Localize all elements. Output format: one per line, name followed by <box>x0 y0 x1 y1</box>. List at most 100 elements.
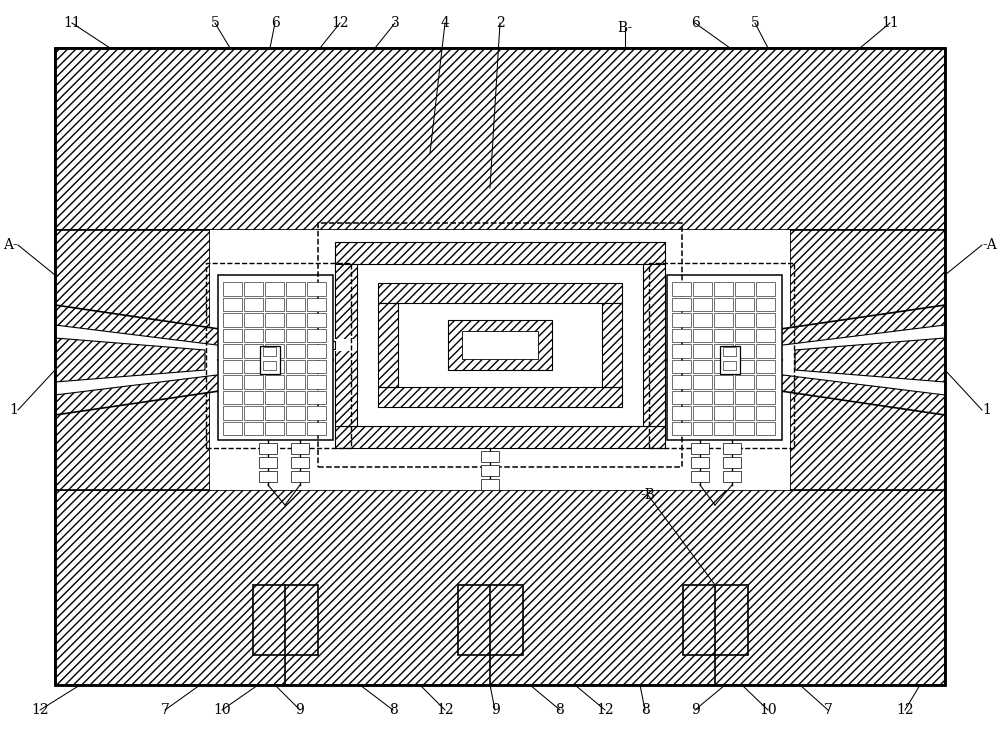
Bar <box>693 298 712 311</box>
Bar <box>291 471 309 482</box>
Bar <box>672 359 691 373</box>
Polygon shape <box>750 325 945 395</box>
Bar <box>693 344 712 358</box>
Text: 4: 4 <box>441 16 449 30</box>
Text: 7: 7 <box>161 703 169 717</box>
Polygon shape <box>378 303 398 387</box>
Polygon shape <box>602 303 622 387</box>
Bar <box>756 344 775 358</box>
Bar <box>672 328 691 342</box>
Bar <box>259 471 277 482</box>
Polygon shape <box>378 387 622 407</box>
Polygon shape <box>795 338 945 382</box>
Bar <box>286 328 305 342</box>
Bar <box>649 263 794 448</box>
Bar <box>672 313 691 326</box>
Bar <box>735 391 754 404</box>
Bar <box>55 48 945 685</box>
Bar <box>307 282 326 295</box>
Bar <box>286 406 305 419</box>
Bar <box>244 375 263 388</box>
Bar <box>693 421 712 435</box>
Polygon shape <box>335 426 665 448</box>
Bar <box>286 344 305 358</box>
Polygon shape <box>378 283 622 303</box>
Bar <box>756 298 775 311</box>
Bar <box>244 282 263 295</box>
Bar <box>672 344 691 358</box>
Text: 12: 12 <box>31 703 49 717</box>
Bar <box>714 313 733 326</box>
Text: 8: 8 <box>389 703 397 717</box>
Bar <box>672 391 691 404</box>
Bar <box>223 282 242 295</box>
Polygon shape <box>55 325 250 395</box>
Bar <box>458 585 523 655</box>
Polygon shape <box>335 242 665 264</box>
Bar <box>672 421 691 435</box>
Bar <box>244 391 263 404</box>
Bar <box>259 457 277 468</box>
Text: 9: 9 <box>491 703 499 717</box>
Bar <box>244 328 263 342</box>
Text: -B: -B <box>641 488 655 502</box>
Bar <box>714 391 733 404</box>
Bar <box>714 421 733 435</box>
Bar <box>223 313 242 326</box>
Bar <box>693 282 712 295</box>
Bar <box>723 443 741 454</box>
Text: 9: 9 <box>691 703 699 717</box>
Bar <box>223 344 242 358</box>
Bar <box>286 359 305 373</box>
Bar <box>723 361 736 370</box>
Bar <box>335 339 357 351</box>
Bar <box>307 391 326 404</box>
Bar <box>206 263 351 448</box>
Bar <box>756 391 775 404</box>
Bar <box>756 375 775 388</box>
Bar <box>714 359 733 373</box>
Bar <box>244 359 263 373</box>
Bar <box>244 344 263 358</box>
Bar <box>286 313 305 326</box>
Bar <box>691 471 709 482</box>
Bar <box>735 313 754 326</box>
Bar <box>462 331 538 359</box>
Text: 7: 7 <box>824 703 832 717</box>
Bar <box>672 406 691 419</box>
Bar <box>223 375 242 388</box>
Bar <box>244 313 263 326</box>
Bar <box>244 421 263 435</box>
Bar <box>265 421 284 435</box>
Bar <box>265 359 284 373</box>
Bar <box>672 375 691 388</box>
Bar <box>756 313 775 326</box>
Bar <box>265 391 284 404</box>
Bar <box>265 298 284 311</box>
Text: 3: 3 <box>391 16 399 30</box>
Bar <box>307 328 326 342</box>
Text: 5: 5 <box>211 16 219 30</box>
Bar <box>318 223 682 467</box>
Bar <box>307 421 326 435</box>
Bar <box>263 361 276 370</box>
Bar <box>307 298 326 311</box>
Bar <box>286 421 305 435</box>
Text: 9: 9 <box>296 703 304 717</box>
Bar <box>307 406 326 419</box>
Bar <box>723 457 741 468</box>
Bar <box>693 313 712 326</box>
Bar <box>735 298 754 311</box>
Text: 8: 8 <box>641 703 649 717</box>
Text: B-: B- <box>617 21 633 35</box>
Bar <box>223 391 242 404</box>
Bar <box>735 328 754 342</box>
Bar <box>481 451 499 462</box>
Text: 10: 10 <box>213 703 231 717</box>
Text: 12: 12 <box>596 703 614 717</box>
Polygon shape <box>335 264 357 426</box>
Text: 12: 12 <box>896 703 914 717</box>
Bar <box>286 298 305 311</box>
Polygon shape <box>643 264 665 426</box>
Bar <box>693 328 712 342</box>
